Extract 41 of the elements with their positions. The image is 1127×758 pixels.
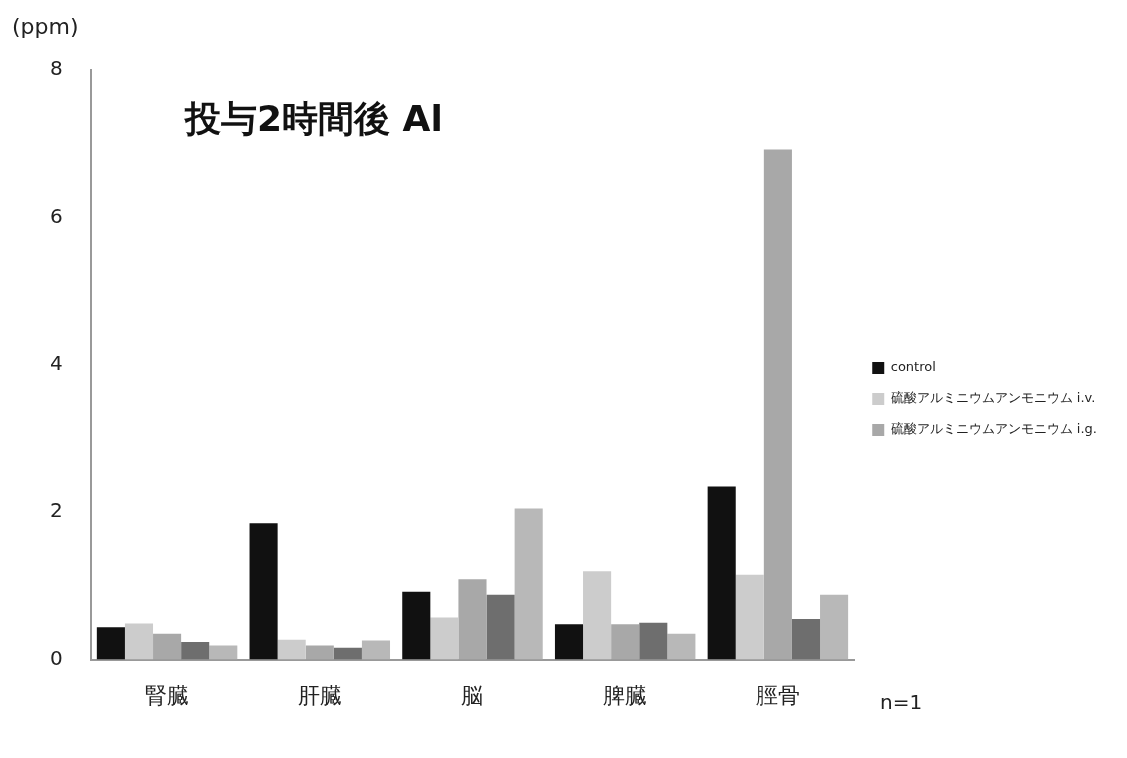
x-tick-label: 肝臓 bbox=[297, 682, 342, 708]
y-tick-label: 8 bbox=[49, 56, 63, 81]
bar bbox=[209, 645, 238, 660]
bar bbox=[707, 486, 736, 660]
y-tick-label: 6 bbox=[49, 203, 63, 228]
bar bbox=[249, 523, 278, 660]
bar bbox=[96, 627, 125, 660]
bar bbox=[639, 622, 668, 660]
legend-label: 硫酸アルミニウムアンモニウム i.g. bbox=[890, 421, 1097, 437]
x-tick-label: 脾臓 bbox=[603, 682, 648, 708]
bar bbox=[486, 594, 515, 660]
bar bbox=[458, 579, 487, 660]
y-tick-label: 0 bbox=[49, 645, 63, 670]
legend-label: 硫酸アルミニウムアンモニウム i.v. bbox=[890, 390, 1096, 406]
bar bbox=[305, 645, 334, 660]
bar bbox=[402, 591, 431, 660]
bar bbox=[735, 574, 764, 660]
text: 投与2時間後 Al bbox=[185, 97, 443, 141]
bar bbox=[181, 641, 210, 660]
bar bbox=[333, 647, 362, 660]
bar bbox=[611, 624, 640, 660]
bar bbox=[430, 617, 459, 660]
x-tick-label: 脛骨 bbox=[755, 682, 800, 708]
y-tick-label: 4 bbox=[49, 351, 63, 375]
bar bbox=[361, 640, 391, 660]
legend-label: control bbox=[890, 359, 936, 375]
x-tick-label: 腎臓 bbox=[145, 682, 190, 708]
text: n=1 bbox=[880, 690, 923, 714]
bar bbox=[124, 623, 154, 660]
bar bbox=[153, 633, 182, 660]
bar bbox=[763, 149, 792, 660]
bar bbox=[791, 619, 821, 660]
y-axis-title: (ppm) bbox=[12, 14, 79, 39]
bar bbox=[514, 508, 543, 660]
x-tick-label: 脳 bbox=[461, 682, 484, 708]
bar bbox=[554, 624, 584, 660]
bar bbox=[667, 633, 696, 660]
bar bbox=[820, 594, 849, 660]
bar bbox=[277, 639, 306, 660]
bar bbox=[583, 571, 612, 660]
y-tick-label: 2 bbox=[49, 498, 63, 523]
